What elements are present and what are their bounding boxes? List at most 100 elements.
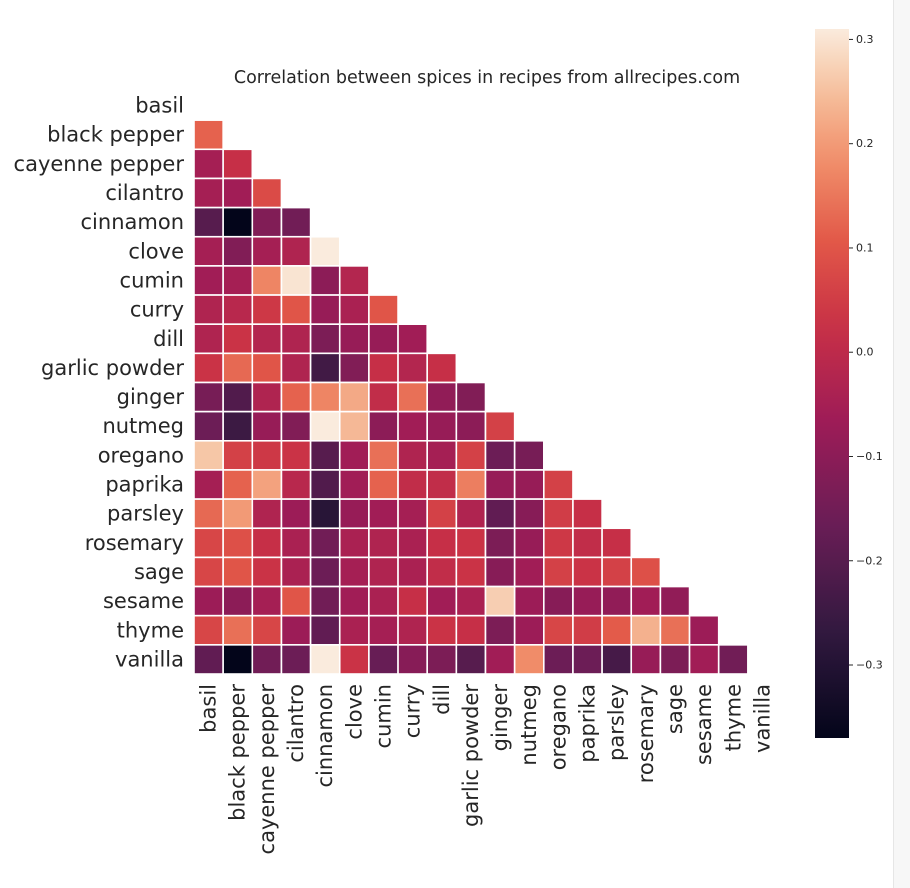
heatmap-cell [193,410,224,442]
colorbar-tick-label: 0.1 [856,241,874,254]
heatmap-cell [222,614,254,646]
heatmap-cell [338,614,370,646]
y-axis-labels: basil black pepper cayenne pepper cilantro c… [14,94,185,672]
x-tick-label: cilantro [284,684,308,763]
heatmap-cell [513,556,545,588]
x-tick-label: dill [430,684,454,715]
heatmap-cell [397,585,428,617]
heatmap-cell [309,265,341,296]
y-tick-label: sage [134,560,184,584]
heatmap-cell [222,498,254,530]
heatmap-cell [251,294,283,325]
heatmap-cell [280,206,312,238]
heatmap-cell [542,469,574,500]
heatmap-cell [426,614,458,646]
heatmap-cell [484,585,516,617]
x-tick-label: garlic powder [459,684,483,827]
heatmap-cell [193,527,224,559]
heatmap-cell [659,585,691,617]
x-tick-label: ginger [488,684,512,752]
heatmap-cell [309,439,341,471]
heatmap-cell [397,381,428,413]
heatmap-cell [222,235,254,267]
heatmap-cell [368,381,399,413]
heatmap-cell [193,556,224,588]
heatmap-cell [455,469,487,500]
heatmap-cell [280,556,312,588]
heatmap-cell [572,498,603,530]
x-tick-label: rosemary [634,684,658,783]
colorbar: 0.3 0.2 0.1 0.0 −0.1 −0.2 −0.3 [815,29,883,738]
heatmap-cell [368,323,399,355]
heatmap-cell [455,381,487,413]
heatmap-cell [455,556,487,588]
right-scroll-strip [893,0,910,888]
heatmap-cell [630,614,662,646]
heatmap-cell [309,323,341,355]
y-tick-label: oregano [98,443,184,467]
heatmap-cell [222,381,254,413]
heatmap-cell [542,585,574,617]
heatmap-cell [309,352,341,384]
heatmap-cell [222,294,254,325]
y-tick-label: dill [153,327,184,351]
heatmap-cell [309,527,341,559]
heatmap-cell [688,614,720,646]
heatmap-cell [717,644,749,675]
y-tick-label: cayenne pepper [14,152,185,176]
heatmap-cell [280,469,312,500]
heatmap-cell [280,439,312,471]
heatmap-cell [542,556,574,588]
heatmap-cell [251,556,283,588]
heatmap-cell [193,206,224,238]
heatmap-cell [368,527,399,559]
heatmap-cell [222,439,254,471]
heatmap-cell [455,644,487,675]
heatmap-cell [280,235,312,267]
heatmap-cell [309,614,341,646]
heatmap-cell [426,644,458,675]
heatmap-cell [280,410,312,442]
y-tick-label: basil [135,94,184,118]
heatmap-cell [397,556,428,588]
heatmap-cell [338,439,370,471]
heatmap-cell [397,498,428,530]
heatmap-cell [455,498,487,530]
heatmap-cell [397,352,428,384]
heatmap-cell [193,235,224,267]
heatmap-cell [542,614,574,646]
heatmap-cell [455,614,487,646]
y-tick-label: cinnamon [81,210,184,234]
heatmap-cell [251,265,283,296]
x-tick-label: basil [197,684,221,733]
heatmap-cell [222,585,254,617]
x-tick-label: vanilla [750,684,774,753]
heatmap-cell [455,439,487,471]
heatmap-cell [222,556,254,588]
heatmap-cell [193,265,224,296]
heatmap-cell [659,614,691,646]
heatmap-cell [572,556,603,588]
heatmap-cell [251,323,283,355]
heatmap-cell [426,498,458,530]
heatmap-cell [193,585,224,617]
heatmap-cell [222,148,254,180]
heatmap-cell [368,439,399,471]
heatmap-cell [338,352,370,384]
colorbar-tick-label: −0.1 [856,450,883,463]
heatmap-cell [280,381,312,413]
heatmap-cell [601,556,633,588]
heatmap-cell [601,585,633,617]
colorbar-tick-label: −0.3 [856,659,883,672]
x-tick-label: black pepper [226,684,250,821]
colorbar-gradient [815,29,849,738]
x-tick-label: sesame [692,684,716,765]
heatmap-cell [280,527,312,559]
heatmap-cell [397,527,428,559]
colorbar-tick-label: 0.0 [856,346,874,359]
colorbar-tick-label: −0.2 [856,554,883,567]
heatmap-cell [338,381,370,413]
heatmap-cell [513,585,545,617]
heatmap-cell [484,556,516,588]
